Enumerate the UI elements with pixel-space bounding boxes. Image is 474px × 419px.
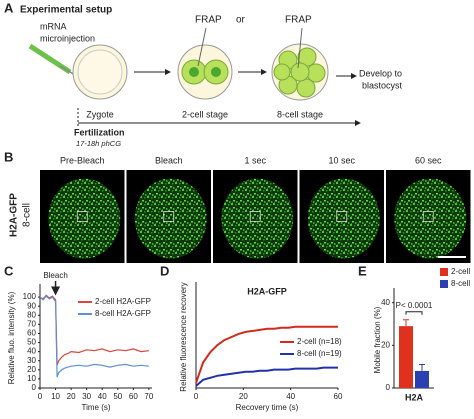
significance-bracket xyxy=(405,311,423,315)
data-line xyxy=(195,366,338,387)
x-tick-label: 20 xyxy=(67,392,76,401)
y-tick-label: 80 xyxy=(27,310,36,319)
legend-label: 8-cell H2A-GFP xyxy=(95,309,151,318)
x-tick-label: 30 xyxy=(82,392,91,401)
nucleus-image xyxy=(307,178,380,259)
x-tick-label: 60 xyxy=(129,392,138,401)
develop-text: Develop to xyxy=(359,68,402,78)
row-label: H2A-GFP xyxy=(9,193,20,237)
data-line xyxy=(39,294,149,366)
legend-label: 2-cell xyxy=(451,267,470,276)
x-tick-label: 40 xyxy=(98,392,107,401)
frap-label: FRAP xyxy=(195,15,222,26)
bar xyxy=(415,370,429,388)
legend-label: 8-cell (n=19) xyxy=(297,349,342,358)
develop-text: blastocyst xyxy=(362,80,403,90)
y-tick-label: 0 xyxy=(32,383,37,392)
stage-label: Zygote xyxy=(86,109,114,119)
or-label: or xyxy=(236,15,246,26)
injection-text: microinjection xyxy=(40,33,95,43)
stage-label: 8-cell stage xyxy=(277,109,323,119)
nucleus-image xyxy=(394,178,467,259)
legend-swatch xyxy=(440,268,448,276)
zygote-inner xyxy=(77,49,123,95)
x-tick-label: 70 xyxy=(144,392,153,401)
nucleus xyxy=(189,67,199,77)
panel-label: C xyxy=(4,263,14,278)
laser xyxy=(297,27,303,69)
y-tick-label: 70 xyxy=(27,319,36,328)
nucleus-image xyxy=(134,178,207,259)
timepoint-label: Pre-Bleach xyxy=(60,155,105,165)
bleach-roi xyxy=(76,211,88,222)
error-bar xyxy=(419,364,425,371)
nucleus-image xyxy=(48,178,121,259)
annotation: Bleach xyxy=(43,271,67,280)
fertilization-label: Fertilization xyxy=(74,127,125,137)
y-tick-label: 50 xyxy=(27,338,36,347)
bar xyxy=(399,326,413,388)
x-axis-label: Time (s) xyxy=(81,403,110,412)
injection-text: mRNA xyxy=(40,21,67,31)
bleach-roi xyxy=(422,211,434,222)
timepoint-label: 60 sec xyxy=(415,155,442,165)
x-tick-label: 50 xyxy=(113,392,122,401)
nucleus-image xyxy=(221,178,294,259)
timepoint-label: Bleach xyxy=(155,155,183,165)
frap-label: FRAP xyxy=(285,15,312,26)
y-axis-label: Relative fluorescence recovery xyxy=(179,282,188,391)
panel-label: D xyxy=(160,263,169,278)
y-axis-label: Mobile fraction (%) xyxy=(373,306,382,373)
panel-b: B H2A-GFP 8-cell Pre-Bleach Bleach 1 sec 10… xyxy=(4,149,471,263)
error-bar xyxy=(403,319,409,327)
y-tick-label: 60 xyxy=(27,329,36,338)
y-tick-label: 30 xyxy=(27,356,36,365)
y-tick-label: 0 xyxy=(386,383,391,392)
timepoint-label: 1 sec xyxy=(244,155,266,165)
x-tick-label: 60 xyxy=(334,392,343,401)
legend-label: 2-cell H2A-GFP xyxy=(95,297,151,306)
y-tick-label: 40 xyxy=(27,347,36,356)
x-tick-label: 0 xyxy=(194,392,199,401)
laser xyxy=(197,27,207,67)
data-line xyxy=(195,325,338,384)
x-tick-label: 20 xyxy=(239,392,248,401)
y-tick-label: 90 xyxy=(27,301,36,310)
y-axis-label: Relative fluo. intensity (%) xyxy=(7,291,16,384)
blastomeres xyxy=(273,47,326,98)
y-tick-label: 10 xyxy=(27,374,36,383)
p-value: P< 0.0001 xyxy=(396,301,433,310)
panel-label: A xyxy=(4,0,14,15)
x-tick-label: 40 xyxy=(286,392,295,401)
x-axis-label: Recovery time (s) xyxy=(236,403,299,412)
bleach-roi xyxy=(249,211,261,222)
y-tick-label: 100 xyxy=(23,292,37,301)
row-label: 8-cell xyxy=(22,203,33,227)
timepoint-label: 10 sec xyxy=(328,155,355,165)
legend-label: 8-cell xyxy=(451,279,470,288)
data-line xyxy=(39,295,149,378)
stage-label: 2-cell stage xyxy=(182,109,228,119)
panel-a: A Experimental setup mRNA microinjection… xyxy=(4,0,403,148)
bleach-roi xyxy=(163,211,175,222)
y-tick-label: 40 xyxy=(381,298,390,307)
x-tick-label: H2A xyxy=(405,392,424,402)
legend-label: 2-cell (n=18) xyxy=(297,337,342,346)
x-tick-label: 0 xyxy=(38,392,43,401)
panel-label: E xyxy=(358,263,367,278)
panel-label: B xyxy=(4,149,13,164)
y-tick-label: 20 xyxy=(27,365,36,374)
panel-title: Experimental setup xyxy=(20,5,112,16)
bleach-roi xyxy=(336,211,348,222)
legend-swatch xyxy=(440,280,448,288)
timing-label: 17-18h phCG xyxy=(76,139,121,148)
nucleus xyxy=(211,67,221,77)
y-tick-label: 20 xyxy=(381,340,390,349)
chart-title: H2A-GFP xyxy=(247,286,287,296)
x-tick-label: 10 xyxy=(51,392,60,401)
